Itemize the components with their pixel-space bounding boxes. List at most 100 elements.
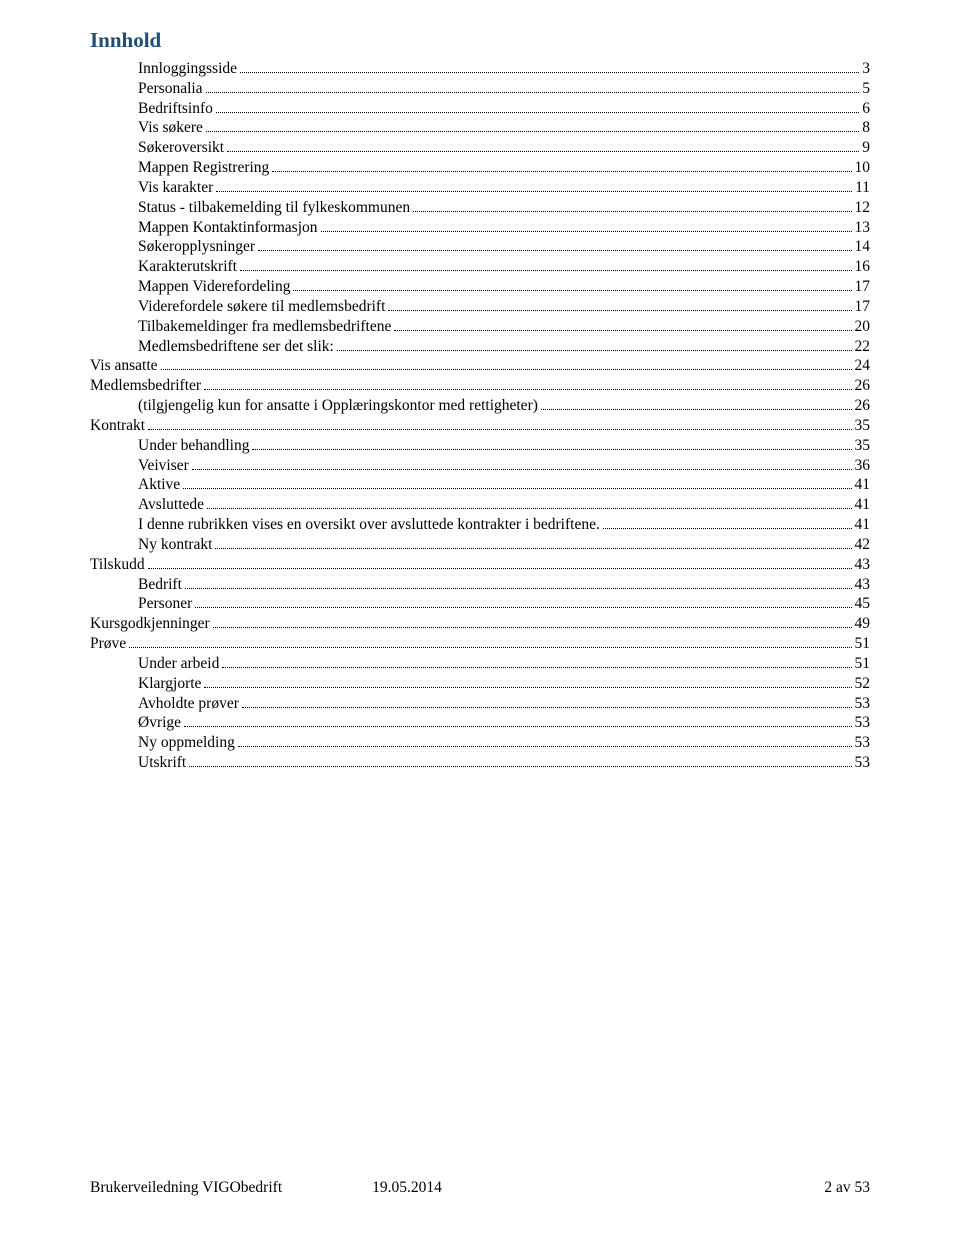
toc-entry-label: Kontrakt	[90, 416, 145, 436]
toc-entry[interactable]: Øvrige53	[90, 713, 870, 733]
toc-entry[interactable]: Bedriftsinfo6	[90, 99, 870, 119]
toc-entry-label: Personalia	[138, 79, 203, 99]
toc-leader-dots	[206, 131, 859, 132]
toc-entry-label: Søkeroversikt	[138, 138, 224, 158]
toc-entry-page: 9	[862, 138, 870, 158]
toc-entry-label: Medlemsbedrifter	[90, 376, 201, 396]
toc-entry[interactable]: Søkeroversikt 9	[90, 138, 870, 158]
toc-entry-page: 26	[855, 396, 871, 416]
footer-date: 19.05.2014	[282, 1179, 824, 1197]
toc-entry[interactable]: Ny kontrakt 42	[90, 535, 870, 555]
toc-entry[interactable]: Mappen Viderefordeling 17	[90, 277, 870, 297]
toc-entry-page: 10	[855, 158, 871, 178]
toc-entry[interactable]: Kontrakt 35	[90, 416, 870, 436]
toc-entry[interactable]: Prøve51	[90, 634, 870, 654]
toc-entry[interactable]: Innloggingsside3	[90, 59, 870, 79]
toc-entry-page: 42	[855, 535, 871, 555]
toc-entry-page: 17	[855, 277, 871, 297]
toc-leader-dots	[204, 687, 851, 688]
toc-entry-label: Bedrift	[138, 575, 182, 595]
toc-entry[interactable]: (tilgjengelig kun for ansatte i Opplærin…	[90, 396, 870, 416]
toc-entry[interactable]: Mappen Registrering10	[90, 158, 870, 178]
toc-entry-page: 53	[855, 713, 871, 733]
toc-entry[interactable]: Bedrift 43	[90, 575, 870, 595]
toc-entry[interactable]: Avholdte prøver53	[90, 694, 870, 714]
page-container: Innhold Innloggingsside3Personalia5Bedri…	[0, 0, 960, 773]
toc-entry[interactable]: Vis ansatte24	[90, 356, 870, 376]
toc-entry-page: 45	[855, 594, 871, 614]
toc-entry[interactable]: Vis søkere 8	[90, 118, 870, 138]
toc-entry[interactable]: Veiviser 36	[90, 456, 870, 476]
toc-entry-label: Bedriftsinfo	[138, 99, 213, 119]
toc-entry-label: Mappen Viderefordeling	[138, 277, 290, 297]
toc-entry-page: 13	[855, 218, 871, 238]
toc-entry-label: Under arbeid	[138, 654, 219, 674]
toc-entry-label: Vis søkere	[138, 118, 203, 138]
toc-leader-dots	[394, 330, 851, 331]
toc-entry-page: 8	[862, 118, 870, 138]
toc-entry[interactable]: Vis karakter11	[90, 178, 870, 198]
toc-entry-page: 5	[862, 79, 870, 99]
toc-entry[interactable]: Avsluttede41	[90, 495, 870, 515]
toc-entry[interactable]: Mappen Kontaktinformasjon 13	[90, 218, 870, 238]
toc-entry-label: Personer	[138, 594, 192, 614]
toc-entry-label: Under behandling	[138, 436, 249, 456]
toc-entry[interactable]: Tilskudd 43	[90, 555, 870, 575]
toc-leader-dots	[227, 151, 859, 152]
toc-entry[interactable]: Ny oppmelding 53	[90, 733, 870, 753]
toc-entry-page: 49	[855, 614, 871, 634]
toc-leader-dots	[195, 607, 851, 608]
toc-entry[interactable]: Personalia 5	[90, 79, 870, 99]
toc-entry-page: 11	[855, 178, 870, 198]
toc-entry-page: 43	[855, 575, 871, 595]
toc-leader-dots	[222, 667, 851, 668]
toc-entry-label: Tilskudd	[90, 555, 145, 575]
toc-entry[interactable]: Viderefordele søkere til medlemsbedrift1…	[90, 297, 870, 317]
toc-entry-page: 36	[855, 456, 871, 476]
footer-doc-title: Brukerveiledning VIGObedrift	[90, 1179, 282, 1197]
toc-entry-page: 43	[855, 555, 871, 575]
toc-entry[interactable]: Klargjorte52	[90, 674, 870, 694]
toc-entry[interactable]: Under behandling 35	[90, 436, 870, 456]
toc-entry-label: (tilgjengelig kun for ansatte i Opplærin…	[138, 396, 538, 416]
toc-entry[interactable]: Tilbakemeldinger fra medlemsbedriftene20	[90, 317, 870, 337]
toc-entry[interactable]: Medlemsbedriftene ser det slik:22	[90, 337, 870, 357]
toc-entry-page: 12	[855, 198, 871, 218]
toc-entry-label: Ny oppmelding	[138, 733, 235, 753]
toc-entry-label: Ny kontrakt	[138, 535, 212, 555]
toc-entry-page: 53	[855, 694, 871, 714]
toc-entry[interactable]: Medlemsbedrifter26	[90, 376, 870, 396]
toc-entry[interactable]: Under arbeid51	[90, 654, 870, 674]
toc-entry[interactable]: Kursgodkjenninger 49	[90, 614, 870, 634]
toc-entry[interactable]: Status - tilbakemelding til fylkeskommun…	[90, 198, 870, 218]
toc-entry-label: Veiviser	[138, 456, 189, 476]
page-footer: Brukerveiledning VIGObedrift 19.05.2014 …	[90, 1179, 870, 1197]
toc-entry-page: 17	[855, 297, 871, 317]
toc-entry[interactable]: Utskrift53	[90, 753, 870, 773]
toc-leader-dots	[388, 310, 851, 311]
toc-leader-dots	[258, 250, 851, 251]
toc-leader-dots	[207, 508, 851, 509]
toc-entry-page: 53	[855, 733, 871, 753]
toc-entry[interactable]: Søkeropplysninger14	[90, 237, 870, 257]
toc-leader-dots	[337, 350, 852, 351]
toc-entry-page: 51	[855, 634, 871, 654]
toc-entry-label: Kursgodkjenninger	[90, 614, 210, 634]
toc-entry-page: 35	[855, 416, 871, 436]
toc-leader-dots	[161, 369, 852, 370]
toc-entry-page: 52	[855, 674, 871, 694]
toc-entry[interactable]: Karakterutskrift16	[90, 257, 870, 277]
toc-leader-dots	[240, 72, 859, 73]
toc-entry[interactable]: Aktive41	[90, 475, 870, 495]
toc-leader-dots	[238, 746, 852, 747]
toc-entry-page: 35	[855, 436, 871, 456]
toc-entry-label: Mappen Kontaktinformasjon	[138, 218, 318, 238]
toc-entry-page: 20	[855, 317, 871, 337]
toc-leader-dots	[541, 409, 852, 410]
toc-entry-page: 16	[855, 257, 871, 277]
toc-entry-page: 53	[855, 753, 871, 773]
toc-leader-dots	[321, 231, 852, 232]
toc-entry[interactable]: Personer 45	[90, 594, 870, 614]
toc-entry-page: 14	[855, 237, 871, 257]
toc-entry[interactable]: I denne rubrikken vises en oversikt over…	[90, 515, 870, 535]
